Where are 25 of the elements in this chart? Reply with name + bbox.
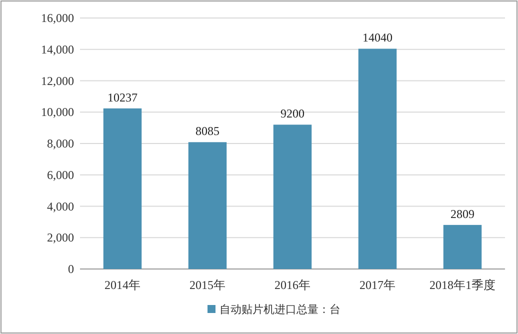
y-tick-label: 8,000 [47,136,74,150]
y-tick-label: 12,000 [41,74,74,88]
y-tick-label: 4,000 [47,199,74,214]
y-tick-label: 2,000 [47,230,74,245]
bar [273,124,312,269]
x-tick-label: 2017年 [360,278,396,292]
legend-label: 自动贴片机进口总量：台 [220,303,340,316]
y-tick-label: 6,000 [47,168,74,182]
y-tick-label: 16,000 [41,11,74,25]
bar [103,108,142,269]
y-tick-label: 14,000 [41,42,74,56]
data-label: 9200 [280,106,304,121]
data-label: 8085 [196,124,220,138]
y-tick-label: 10,000 [41,105,74,120]
x-tick-label: 2016年 [274,278,310,292]
bar [188,142,227,269]
x-tick-label: 2018年1季度 [430,278,496,292]
data-label: 14040 [362,30,392,45]
x-tick-label: 2015年 [190,278,226,292]
bar [358,48,397,269]
data-label: 10237 [108,90,138,104]
y-tick-label: 0 [68,262,74,276]
bar [443,224,482,269]
data-label: 2809 [450,206,474,221]
x-tick-label: 2014年 [104,278,140,292]
